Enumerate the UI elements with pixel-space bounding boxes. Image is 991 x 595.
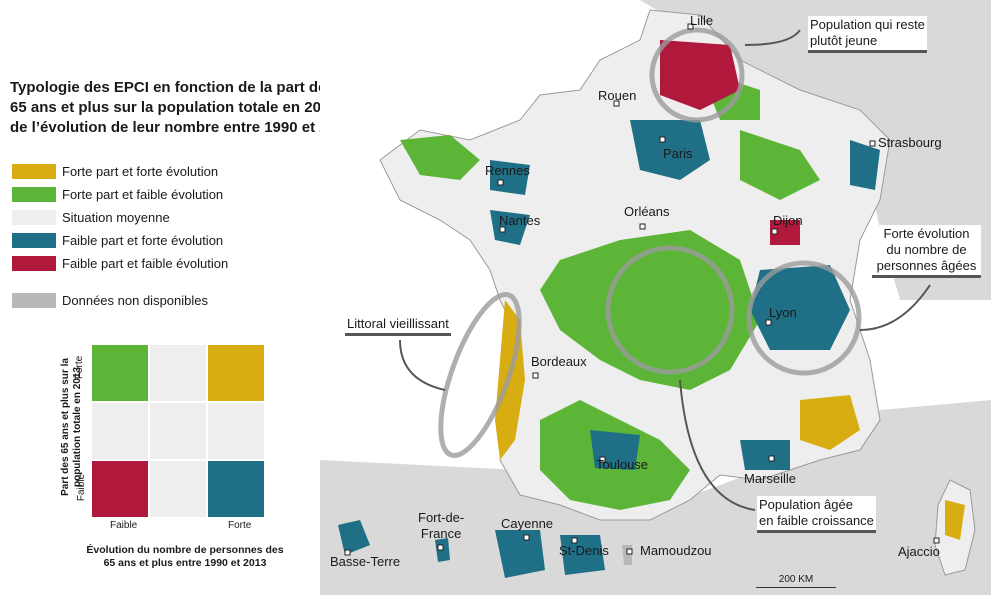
city-label-paris: Paris [663,146,693,161]
zone-teal-marseille [740,440,790,470]
zone-teal-nantes [490,210,530,245]
zone-green-west [400,135,480,180]
city-label-bordeaux: Bordeaux [531,354,587,369]
legend-item: Situation moyenne [12,206,228,229]
matrix-x-high: Forte [228,520,252,531]
arrow-croissance [679,379,756,511]
matrix-y-low: Faible [76,473,88,502]
callout-faible-croissance: Population âgée en faible croissance [757,496,876,533]
legend-swatch [12,164,56,179]
legend-swatch [12,293,56,308]
dom-label-fort-de-france: Fort-de- France [418,510,465,541]
guadeloupe [338,520,370,555]
zone-teal-paris [630,120,710,180]
arrow-lyon [859,284,931,331]
city-label-lille: Lille [690,13,714,28]
dom-label-cayenne: Cayenne [501,516,554,531]
city-label-lyon: Lyon [769,305,797,320]
matrix-cell [208,403,264,459]
matrix-cell [208,461,264,517]
zone-green-east [740,130,820,200]
dom-label-st-denis: St-Denis [559,543,609,558]
scale-bar [756,587,836,588]
guyane [495,530,545,578]
matrix-cell [92,461,148,517]
legend-label: Faible part et forte évolution [62,233,224,248]
legend-label: Faible part et faible évolution [62,256,229,271]
zone-teal-strasbourg [850,140,880,190]
zone-red-lille [660,40,740,110]
legend-item: Faible part et faible évolution [12,252,228,275]
magnifier-lyon [746,260,862,376]
legend-swatch [12,233,56,248]
city-label-dijon: Dijon [773,213,803,228]
city-label-ajaccio: Ajaccio [898,544,940,559]
matrix-cell [150,461,206,517]
legend: Forte part et forte évolution Forte part… [12,160,228,312]
city-label-marseille: Marseille [744,471,797,486]
callout-forte-evolution: Forte évolution du nombre de personnes â… [872,225,981,278]
legend-swatch [12,187,56,202]
matrix-cell [92,345,148,401]
legend-item: Forte part et forte évolution [12,160,228,183]
zone-green-centre [540,230,760,390]
legend-swatch [12,256,56,271]
city-label-nantes: Nantes [499,213,541,228]
city-label-rouen: Rouen [598,88,637,103]
zone-yellow-corsica [945,500,965,540]
arrow-littoral [399,339,446,391]
legend-label: Forte part et forte évolution [62,164,219,179]
city-label-toulouse: Toulouse [596,457,649,472]
callout-jeune: Population qui reste plutôt jeune [808,16,927,53]
callout-littoral: Littoral vieillissant [345,315,451,336]
matrix-x-label: Évolution du nombre de personnes des 65 … [86,544,284,569]
magnifier-lille [649,27,745,123]
france-map [320,0,991,595]
matrix-cell [92,403,148,459]
reunion [560,535,605,575]
scale-label: 200 KM [778,574,814,585]
dom-label-basse-terre: Basse-Terre [330,554,401,569]
legend-swatch [12,210,56,225]
legend-label: Situation moyenne [62,210,170,225]
matrix-cell [208,345,264,401]
zone-teal-lyon [750,265,850,350]
city-markers [344,23,940,556]
city-label-orleans: Orléans [624,204,670,219]
matrix-cell [150,345,206,401]
matrix-y-high: Forte [74,355,86,380]
city-label-strasbourg: Strasbourg [878,135,942,150]
bivariate-matrix [92,345,264,517]
matrix-cell [150,403,206,459]
legend-item: Forte part et faible évolution [12,183,228,206]
legend-item-nd: Données non disponibles [12,289,228,312]
map-title: Typologie des EPCI en fonction de la par… [10,79,355,136]
legend-label: Données non disponibles [62,293,208,308]
legend-item: Faible part et forte évolution [12,229,228,252]
zone-teal-rennes [490,160,530,195]
arrow-jeune [744,29,801,46]
city-label-rennes: Rennes [485,163,530,178]
matrix-x-low: Faible [110,520,138,531]
zone-yellow-med [800,395,860,450]
magnifier-centre [605,245,735,375]
dom-label-mamoudzou: Mamoudzou [640,543,712,558]
legend-label: Forte part et faible évolution [62,187,224,202]
zone-red-east [770,220,800,245]
magnifier-littoral [438,292,522,458]
